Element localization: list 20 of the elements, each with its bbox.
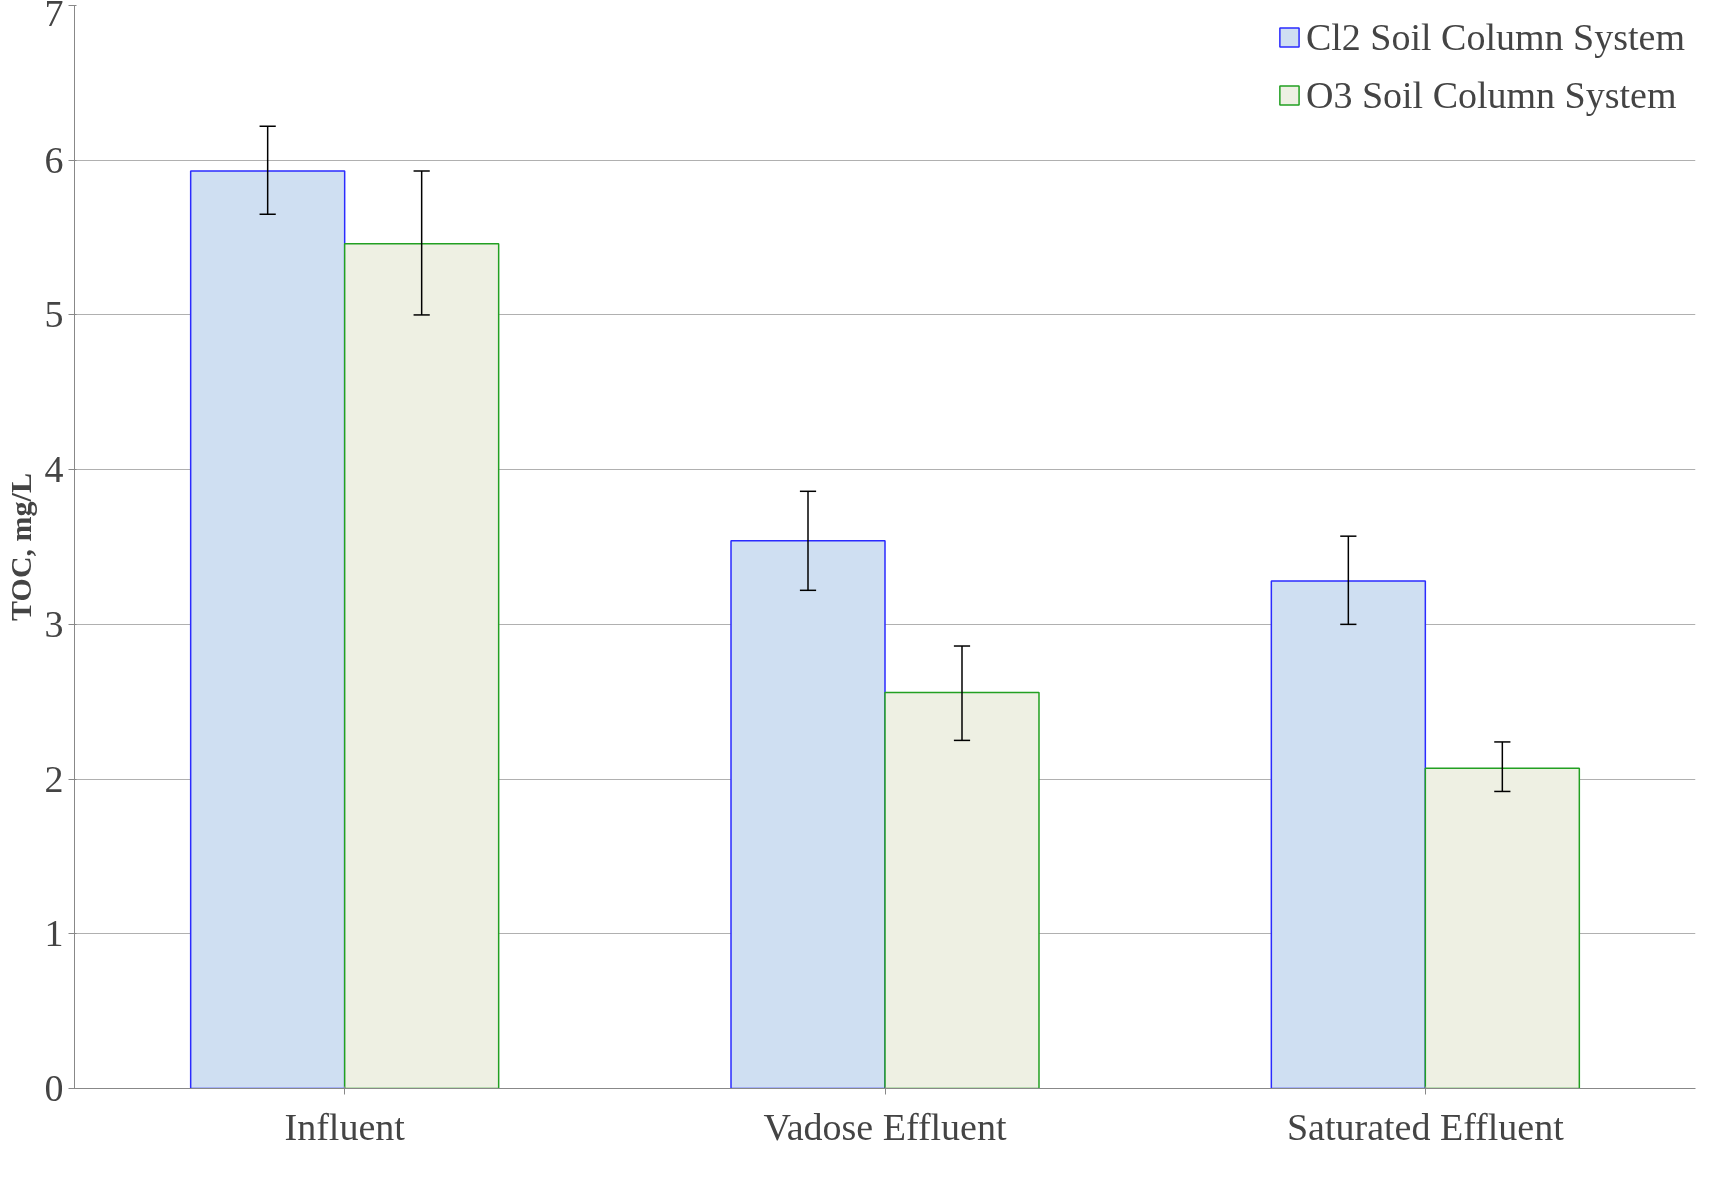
y-tick-label: 2 <box>44 757 64 800</box>
x-tick-label: Vadose Effluent <box>763 1105 1007 1148</box>
y-tick-label: 6 <box>44 138 64 181</box>
bar <box>189 170 346 1089</box>
y-tick-label: 4 <box>44 448 64 491</box>
y-tick-label: 3 <box>44 602 64 645</box>
bar <box>343 243 500 1089</box>
y-tick-label: 7 <box>44 0 64 34</box>
x-tick-label: Influent <box>284 1105 406 1148</box>
y-tick-label: 5 <box>44 293 64 336</box>
bar <box>1424 767 1581 1089</box>
legend-label: O3 Soil Column System <box>1305 73 1677 117</box>
bar <box>1270 580 1427 1089</box>
y-tick-label: 1 <box>44 912 64 955</box>
y-axis-title: TOC, mg/L <box>3 473 37 621</box>
bar <box>884 691 1040 1089</box>
x-tick-label: Saturated Effluent <box>1286 1105 1565 1148</box>
bar <box>730 540 886 1089</box>
legend-label: Cl2 Soil Column System <box>1305 15 1685 59</box>
y-tick-label: 0 <box>44 1067 64 1109</box>
